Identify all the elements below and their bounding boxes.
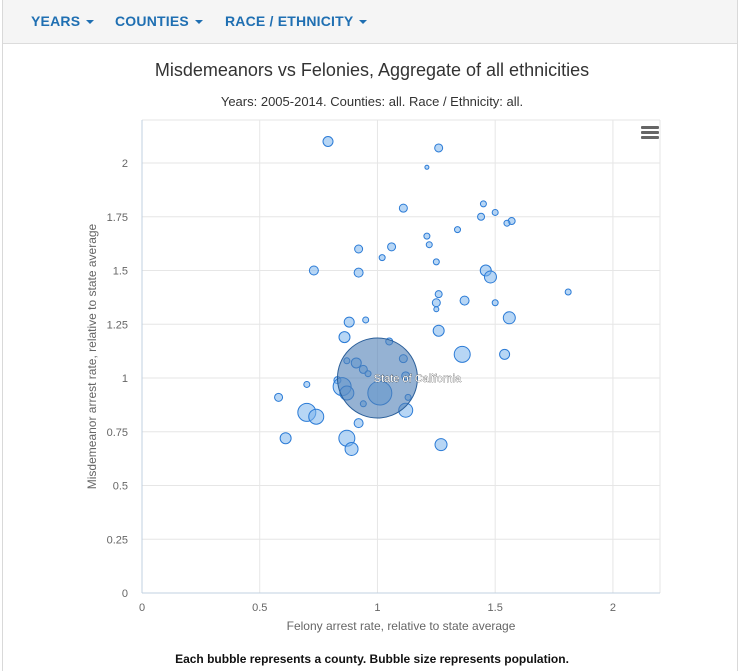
chart-title: Misdemeanors vs Felonies, Aggregate of a…: [154, 60, 590, 80]
caret-down-icon: [86, 20, 95, 24]
county-bubble[interactable]: [274, 392, 284, 402]
x-tick-label: 1.5: [488, 602, 503, 614]
y-tick-label: 0.25: [107, 534, 128, 546]
axis-layer: 0 0.5 1 1.5 2 0 0.25 0.5 0.75 1 1.25 1.5 1.75 2 Felony…: [85, 120, 660, 633]
counties-dropdown[interactable]: COUNTIES: [115, 13, 203, 29]
chart-footnote: Each bubble represents a county. Bubble …: [175, 652, 569, 666]
y-tick-label: 1.75: [107, 212, 128, 224]
y-tick-label: 0.5: [113, 481, 128, 493]
y-tick-label: 1.25: [107, 319, 128, 331]
caret-down-icon: [194, 20, 203, 24]
county-bubble[interactable]: [434, 438, 448, 452]
race-ethnicity-dropdown[interactable]: RACE / ETHNICITY: [225, 13, 368, 29]
race-ethnicity-dropdown-label: RACE / ETHNICITY: [225, 13, 354, 29]
county-bubble[interactable]: [338, 331, 351, 344]
county-bubble[interactable]: [479, 200, 487, 208]
county-bubble[interactable]: [434, 143, 444, 153]
x-tick-label: 2: [610, 602, 616, 614]
x-axis-title: Felony arrest rate, relative to state av…: [287, 619, 516, 633]
filter-navbar: YEARS COUNTIES RACE / ETHNICITY: [3, 0, 737, 44]
x-tick-label: 0.5: [252, 602, 267, 614]
county-bubble[interactable]: [432, 324, 445, 337]
county-bubble[interactable]: [387, 242, 397, 252]
y-tick-label: 0: [122, 588, 128, 600]
county-bubble[interactable]: [362, 316, 370, 324]
hamburger-menu-icon: [641, 126, 659, 139]
county-bubble[interactable]: [308, 408, 325, 425]
bubble-layer: [274, 136, 572, 456]
county-bubble[interactable]: [398, 203, 408, 213]
counties-dropdown-label: COUNTIES: [115, 13, 189, 29]
county-bubble[interactable]: [503, 219, 511, 227]
bubble-chart: 0 0.5 1 1.5 2 0 0.25 0.5 0.75 1 1.25 1.5 1.75 2 Felony…: [85, 119, 661, 633]
x-tick-label: 1: [374, 602, 380, 614]
county-bubble[interactable]: [303, 380, 311, 388]
county-bubble[interactable]: [425, 241, 433, 249]
county-bubble[interactable]: [491, 299, 499, 307]
y-axis-title: Misdemeanor arrest rate, relative to sta…: [85, 223, 99, 489]
county-bubble[interactable]: [433, 306, 440, 313]
years-dropdown-label: YEARS: [31, 13, 81, 29]
county-bubble[interactable]: [308, 265, 319, 276]
county-bubble[interactable]: [378, 254, 386, 262]
state-of-california-label: State of California: [374, 373, 462, 385]
county-bubble[interactable]: [459, 295, 470, 306]
county-bubble[interactable]: [564, 288, 572, 296]
county-bubble[interactable]: [353, 267, 364, 278]
caret-down-icon: [359, 20, 368, 24]
y-tick-label: 1.5: [113, 266, 128, 278]
county-bubble[interactable]: [454, 226, 462, 234]
county-bubble[interactable]: [453, 345, 471, 363]
county-bubble[interactable]: [322, 136, 334, 147]
chart-context-menu-button[interactable]: [641, 126, 659, 142]
state-of-california-bubble[interactable]: [336, 337, 418, 419]
county-bubble[interactable]: [483, 270, 497, 284]
county-bubble[interactable]: [477, 212, 486, 221]
label-layer: State of California: [374, 373, 463, 385]
county-bubble[interactable]: [499, 348, 511, 360]
y-tick-label: 2: [122, 158, 128, 170]
county-bubble[interactable]: [279, 432, 292, 445]
county-bubble[interactable]: [424, 164, 430, 170]
county-bubble[interactable]: [434, 290, 443, 299]
county-bubble[interactable]: [353, 418, 364, 429]
county-bubble[interactable]: [491, 208, 499, 216]
county-bubble[interactable]: [344, 441, 359, 456]
county-bubble[interactable]: [432, 258, 440, 266]
county-bubble[interactable]: [354, 244, 364, 254]
chart-subtitle: Years: 2005-2014. Counties: all. Race / …: [220, 94, 524, 109]
years-dropdown[interactable]: YEARS: [31, 13, 95, 29]
y-tick-label: 1: [122, 373, 128, 385]
y-tick-label: 0.75: [107, 427, 128, 439]
county-bubble[interactable]: [502, 311, 516, 325]
county-bubble[interactable]: [423, 232, 431, 240]
county-bubble[interactable]: [431, 298, 441, 308]
x-tick-label: 0: [139, 602, 145, 614]
county-bubble[interactable]: [343, 316, 355, 328]
